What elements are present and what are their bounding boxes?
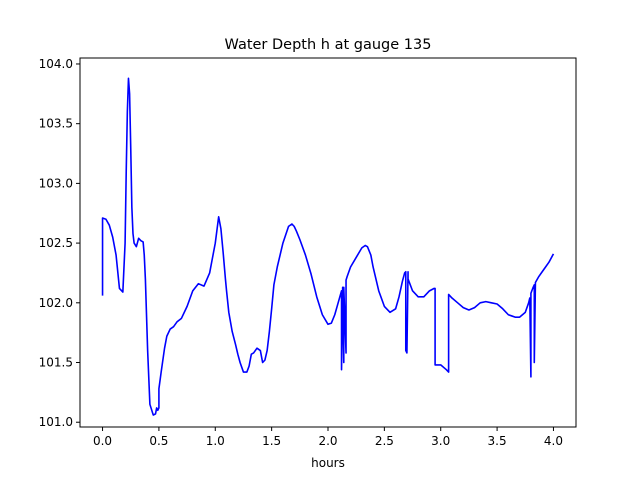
x-tick-label: 0.5: [149, 434, 168, 448]
x-axis-label: hours: [311, 456, 345, 470]
y-tick-label: 101.5: [39, 356, 73, 370]
y-tick-label: 103.0: [39, 176, 73, 190]
x-axis: 0.0 0.5 1.0 1.5 2.0 2.5 3.0 3.5 4.0: [93, 427, 563, 448]
y-tick-label: 104.0: [39, 57, 73, 71]
x-tick-label: 4.0: [544, 434, 563, 448]
y-tick-label: 102.0: [39, 296, 73, 310]
plot-series-group: [101, 77, 555, 416]
x-tick-label: 2.0: [318, 434, 337, 448]
x-tick-label: 3.5: [488, 434, 507, 448]
x-tick-label: 1.0: [206, 434, 225, 448]
x-tick-label: 2.5: [375, 434, 394, 448]
y-tick-label: 102.5: [39, 236, 73, 250]
x-tick-label: 1.5: [262, 434, 281, 448]
y-tick-label: 103.5: [39, 117, 73, 131]
chart-title: Water Depth h at gauge 135: [225, 37, 432, 53]
y-tick-label: 101.0: [39, 415, 73, 429]
x-tick-label: 3.0: [431, 434, 450, 448]
x-tick-label: 0.0: [93, 434, 112, 448]
y-axis: 101.0 101.5 102.0 102.5 103.0 103.5 104.0: [39, 57, 80, 429]
series-line-0: [101, 77, 555, 416]
